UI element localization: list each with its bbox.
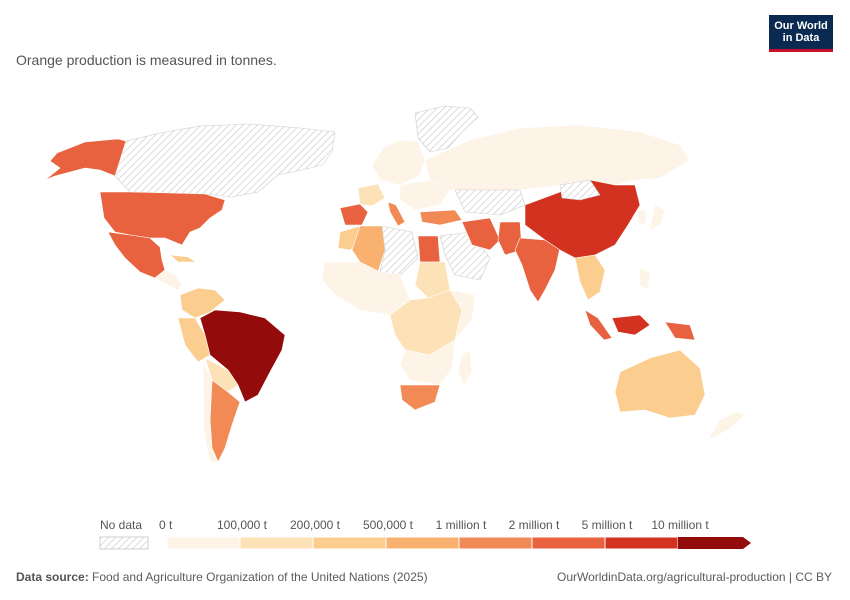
legend-bin-swatch xyxy=(458,536,533,550)
legend-bin-label: 1 million t xyxy=(435,518,487,532)
region-colombia-venezuela[interactable] xyxy=(179,287,226,319)
region-new-guinea[interactable] xyxy=(664,321,696,341)
legend-bin-label: 2 million t xyxy=(508,518,560,532)
region-mainland-se-asia[interactable] xyxy=(574,254,606,301)
legend-bin-label: 10 million t xyxy=(651,518,709,532)
region-korea[interactable] xyxy=(637,209,647,226)
region-spain[interactable] xyxy=(339,203,369,226)
region-sumatra[interactable] xyxy=(584,309,613,341)
legend-no-data-label: No data xyxy=(100,518,143,532)
chart-subtitle: Orange production is measured in tonnes. xyxy=(16,52,277,68)
logo-line-1: Our World xyxy=(774,20,828,32)
region-turkey[interactable] xyxy=(419,209,463,226)
region-japan[interactable] xyxy=(649,204,666,231)
legend-bin-swatch xyxy=(312,536,387,550)
world-map[interactable] xyxy=(0,100,850,500)
legend-bin-swatch xyxy=(239,536,314,550)
region-new-zealand[interactable] xyxy=(707,411,746,441)
region-argentina[interactable] xyxy=(209,379,241,463)
region-central-america[interactable] xyxy=(154,269,183,291)
legend-bin-label: 100,000 t xyxy=(216,518,268,532)
region-bolivia[interactable] xyxy=(204,357,239,393)
region-italy[interactable] xyxy=(387,201,406,227)
footer-link[interactable]: OurWorldinData.org/agricultural-producti… xyxy=(556,570,832,584)
region-cuba[interactable] xyxy=(169,254,197,263)
region-greenland[interactable] xyxy=(414,105,479,153)
legend-no-data-swatch xyxy=(99,536,149,550)
region-southern-africa[interactable] xyxy=(399,339,456,386)
region-south-africa[interactable] xyxy=(399,384,441,411)
region-canada[interactable] xyxy=(114,123,336,198)
region-china[interactable] xyxy=(524,179,641,259)
data-source-text[interactable]: Food and Agriculture Organization of the… xyxy=(92,570,428,584)
legend-bin-swatch xyxy=(531,536,606,550)
region-iran[interactable] xyxy=(461,217,501,251)
region-north-africa[interactable] xyxy=(379,225,419,276)
region-mexico[interactable] xyxy=(107,231,166,279)
region-philippines[interactable] xyxy=(639,267,651,291)
legend-bin-swatch xyxy=(166,536,241,550)
region-france[interactable] xyxy=(357,183,386,207)
legend-bin-swatch xyxy=(385,536,460,550)
region-kazakhstan[interactable] xyxy=(454,189,526,216)
region-mongolia[interactable] xyxy=(559,179,601,201)
region-pakistan[interactable] xyxy=(497,221,523,256)
legend-bin-label: 0 t xyxy=(159,518,173,532)
region-russia[interactable] xyxy=(424,124,691,196)
region-brazil[interactable] xyxy=(199,309,286,403)
data-source-label: Data source: xyxy=(16,570,89,584)
region-madagascar[interactable] xyxy=(457,349,473,386)
legend-bin-swatch xyxy=(604,536,679,550)
legend-bin-swatch xyxy=(678,537,751,549)
region-australia[interactable] xyxy=(614,349,706,419)
region-chile[interactable] xyxy=(202,361,219,463)
legend-bin-label: 5 million t xyxy=(581,518,633,532)
color-legend: No data 0 t 100,000 t 200,000 t 500,000 … xyxy=(95,515,755,555)
region-usa[interactable] xyxy=(99,191,226,246)
region-egypt[interactable] xyxy=(417,235,441,263)
legend-swatches xyxy=(99,536,751,550)
data-source: Data source: Food and Agriculture Organi… xyxy=(16,570,428,584)
region-east-africa[interactable] xyxy=(449,289,476,341)
logo-line-2: in Data xyxy=(782,32,820,44)
region-alaska[interactable] xyxy=(44,138,127,181)
region-indonesia[interactable] xyxy=(611,314,651,336)
region-india[interactable] xyxy=(514,237,561,303)
legend-bin-label: 500,000 t xyxy=(362,518,414,532)
legend-bin-label: 200,000 t xyxy=(289,518,341,532)
owid-logo[interactable]: Our World in Data xyxy=(769,15,833,52)
region-northern-europe[interactable] xyxy=(371,139,426,186)
